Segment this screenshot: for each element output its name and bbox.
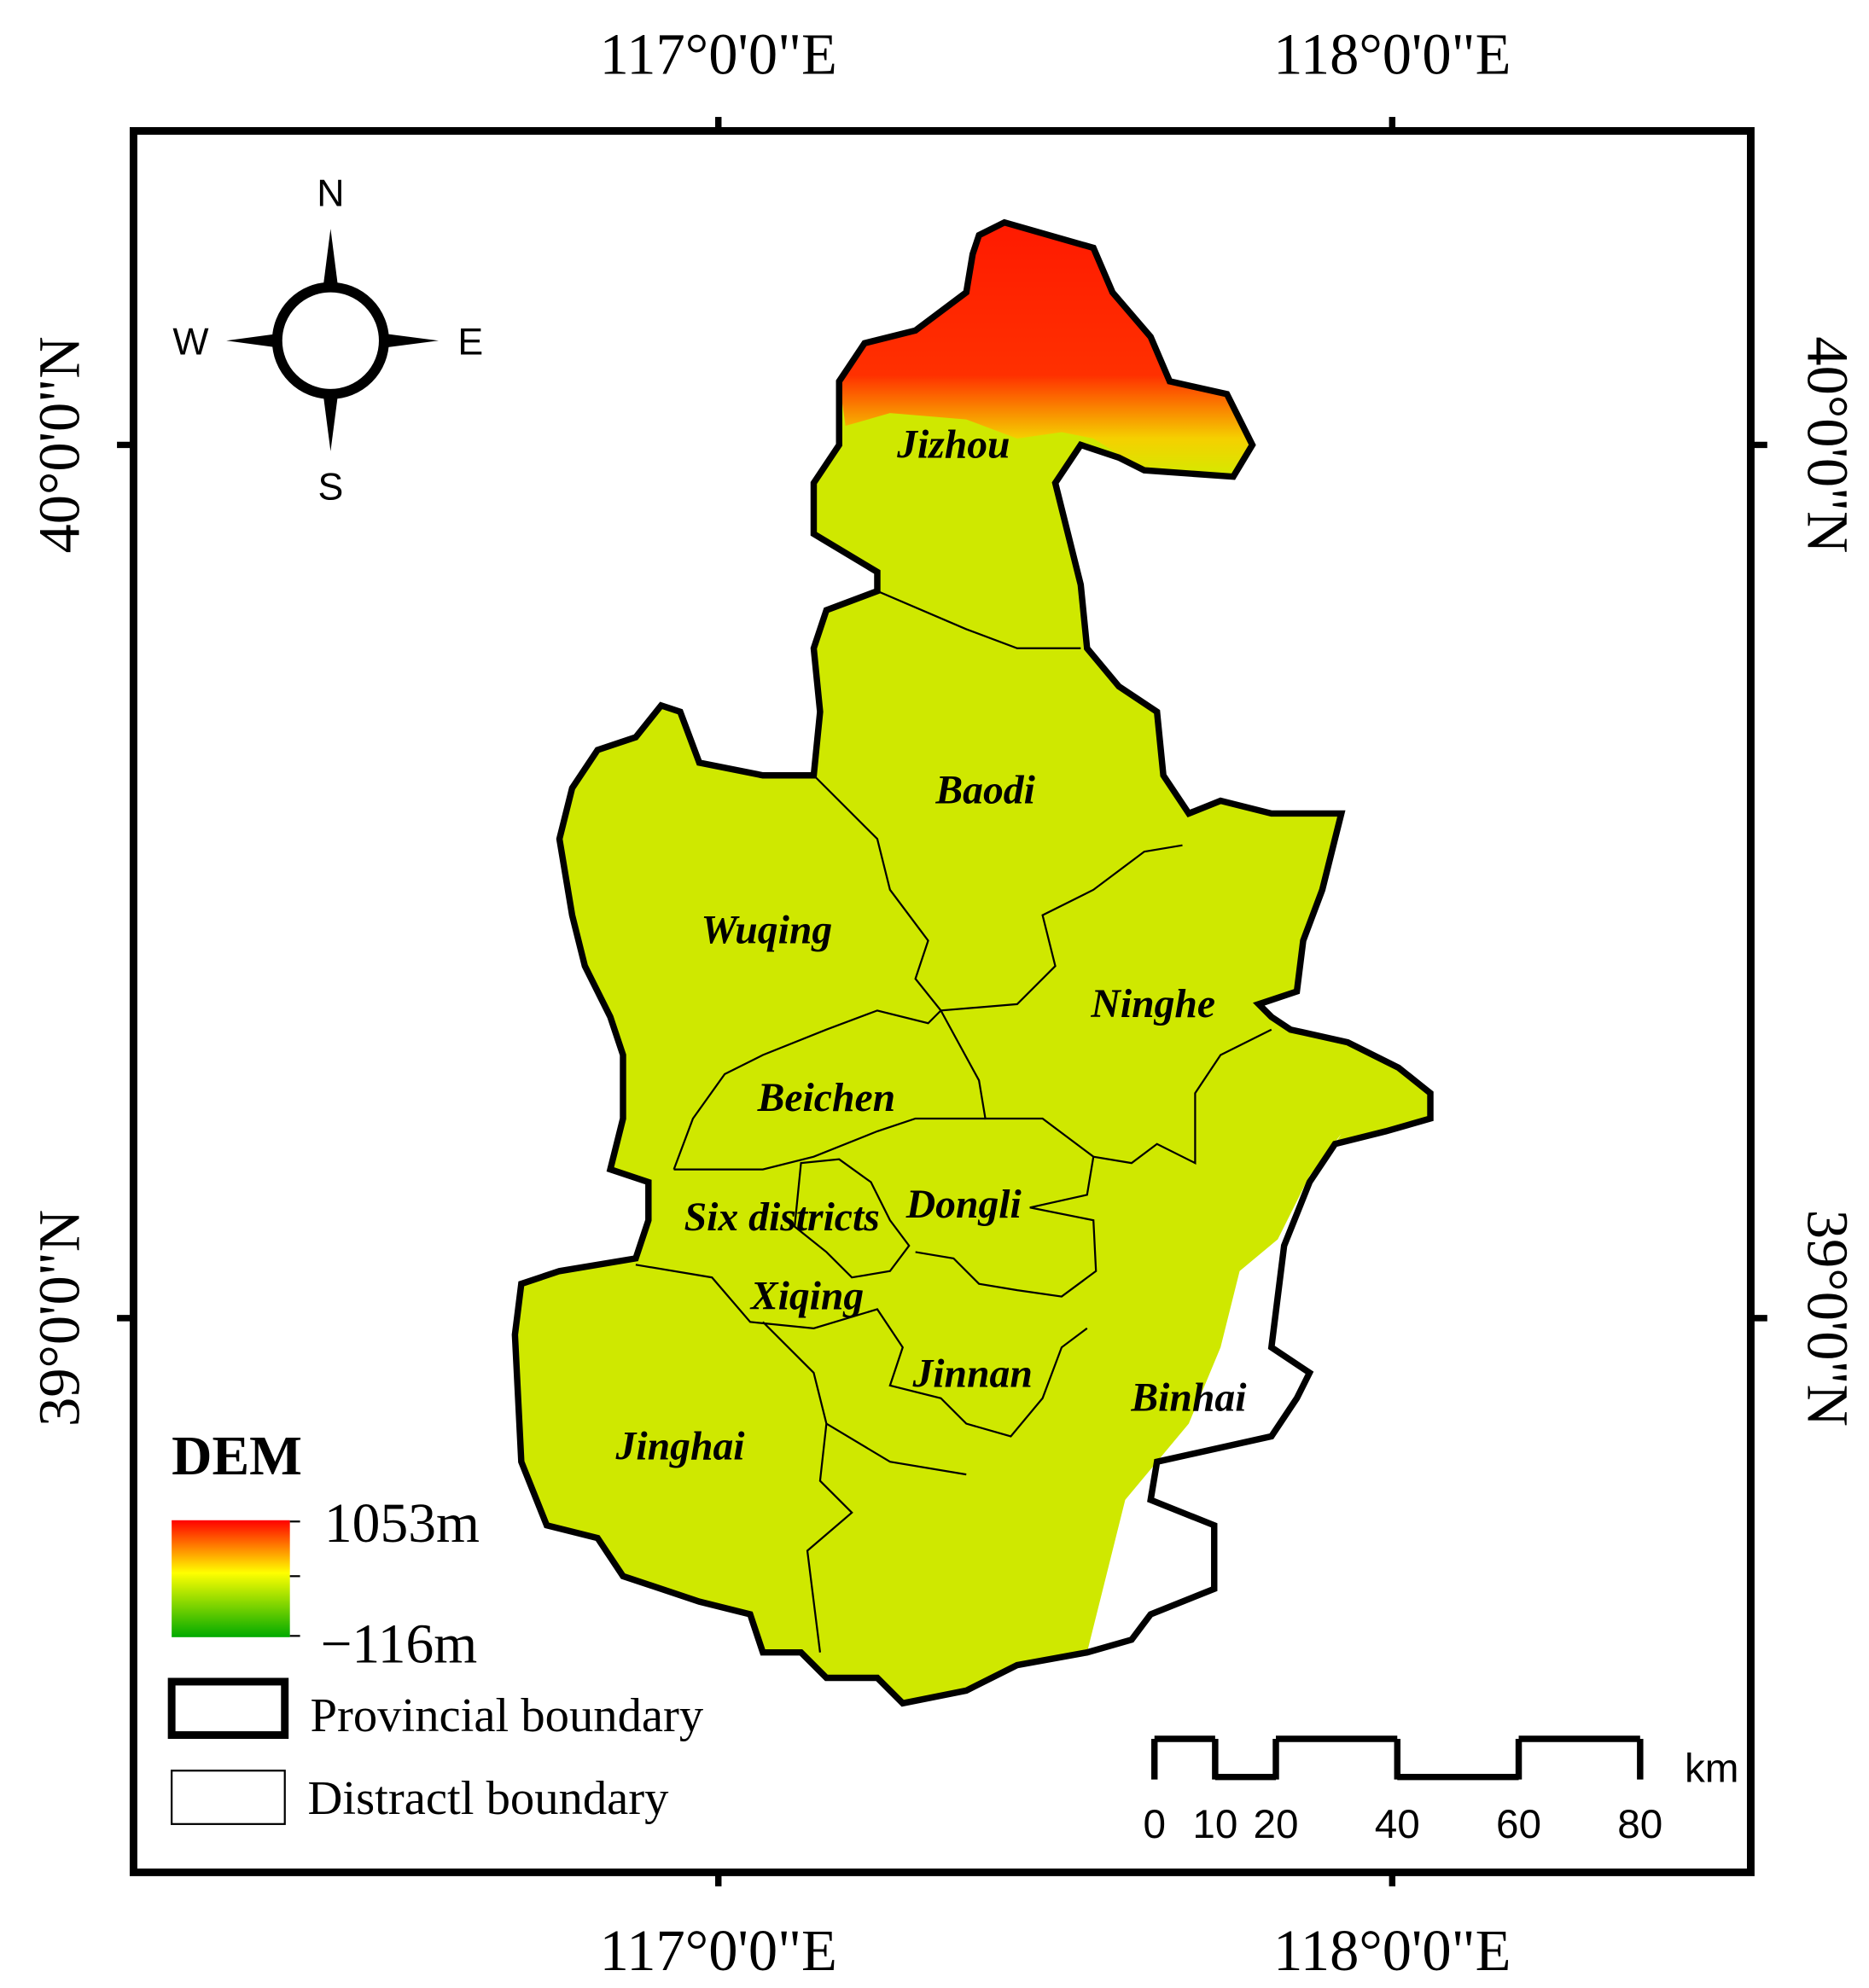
graticule-label: 118°0'0"E bbox=[1273, 1918, 1511, 1983]
district-label: Dongli bbox=[905, 1183, 1022, 1227]
scale-unit: km bbox=[1685, 1747, 1739, 1792]
scale-label: 80 bbox=[1617, 1802, 1662, 1847]
map-frame bbox=[129, 126, 1755, 1876]
district-label: Jinghai bbox=[615, 1424, 746, 1468]
compass-n: N bbox=[317, 172, 344, 214]
graticule-label: 40°0'0"N bbox=[1795, 336, 1860, 553]
graticule-ticks bbox=[117, 117, 1767, 1886]
legend-item: Provincial boundary bbox=[311, 1689, 704, 1742]
highland bbox=[839, 222, 1253, 477]
legend-district-swatch bbox=[171, 1770, 286, 1825]
scale-label: 40 bbox=[1375, 1802, 1420, 1847]
district-label: Six districts bbox=[684, 1195, 880, 1240]
district-label: Jizhou bbox=[896, 422, 1010, 467]
provincial-boundary bbox=[511, 218, 1434, 1707]
legend-ramp bbox=[172, 1520, 290, 1637]
legend: DEM 1053m −116m Provincial boundary Dist… bbox=[167, 1426, 704, 1825]
graticule-label: 39°0'0"N bbox=[26, 1210, 91, 1427]
graticule-label: 117°0'0"E bbox=[600, 21, 837, 86]
compass-e: E bbox=[457, 322, 483, 363]
compass: N S W E bbox=[172, 172, 483, 508]
district-label: Ninghe bbox=[1090, 982, 1215, 1026]
graticule-label: 118°0'0"E bbox=[1273, 21, 1511, 86]
scale-label: 10 bbox=[1192, 1802, 1237, 1847]
scale-label: 20 bbox=[1253, 1802, 1298, 1847]
scale-label: 60 bbox=[1496, 1802, 1541, 1847]
scale-label: 0 bbox=[1143, 1802, 1166, 1847]
district-label: Binhai bbox=[1130, 1376, 1247, 1421]
district-label: Xiqing bbox=[749, 1274, 864, 1318]
district-label: Beichen bbox=[757, 1076, 896, 1120]
graticule-label: 40°0'0"N bbox=[26, 336, 91, 553]
legend-provincial-swatch bbox=[167, 1677, 289, 1740]
legend-item: Distractl boundary bbox=[308, 1772, 670, 1825]
district-label: Jinnan bbox=[911, 1351, 1032, 1396]
graticule-label: 39°0'0"N bbox=[1795, 1210, 1860, 1427]
graticule-label: 117°0'0"E bbox=[600, 1918, 837, 1983]
compass-w: W bbox=[172, 322, 209, 363]
legend-low: −116m bbox=[320, 1614, 477, 1676]
legend-high: 1053m bbox=[324, 1493, 480, 1555]
compass-s: S bbox=[317, 466, 343, 508]
land bbox=[515, 222, 1431, 1704]
district-label: Wuqing bbox=[702, 908, 833, 952]
sea bbox=[1086, 1133, 1342, 1653]
district-label: Baodi bbox=[934, 769, 1035, 813]
legend-title: DEM bbox=[172, 1426, 302, 1487]
